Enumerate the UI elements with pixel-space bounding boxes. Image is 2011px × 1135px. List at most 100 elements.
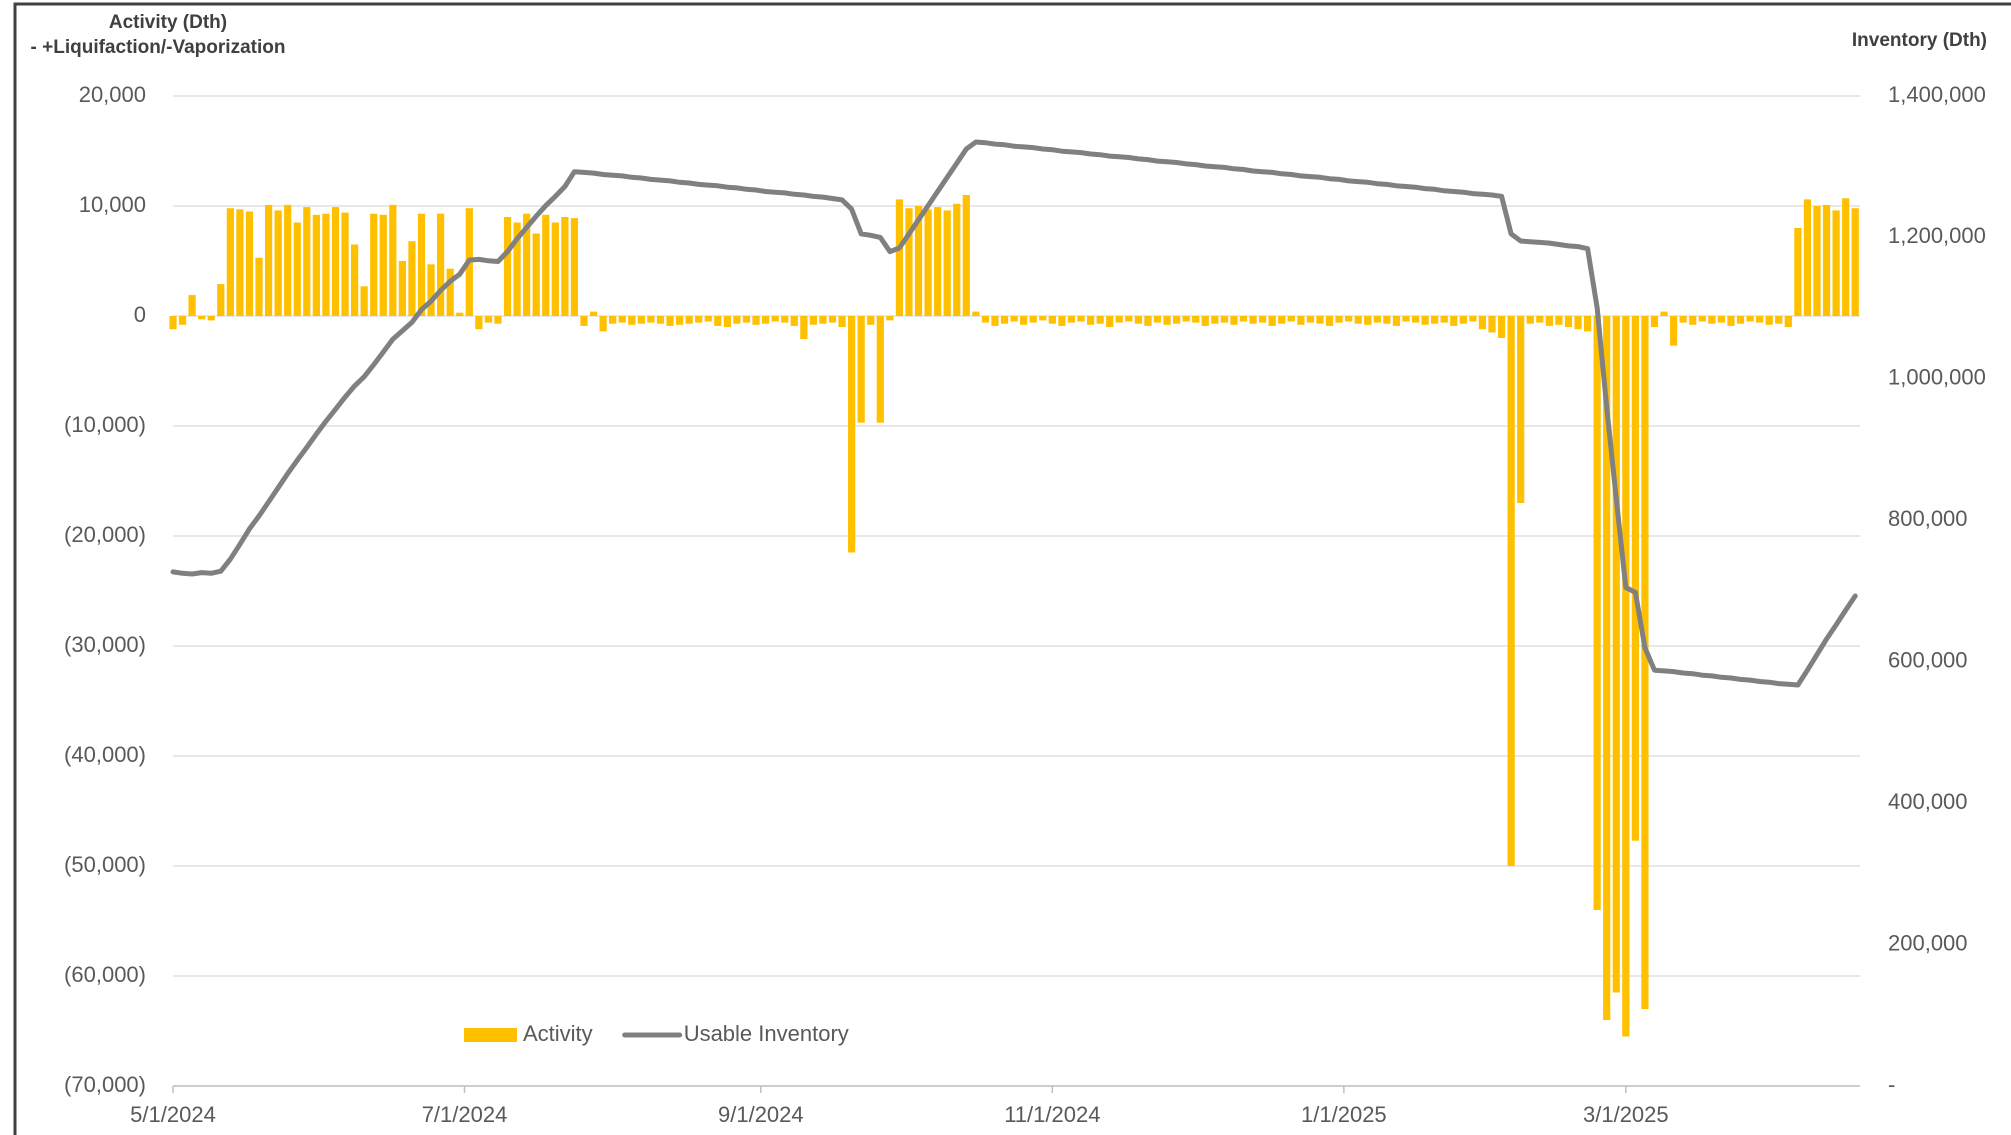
bar [1431,316,1439,324]
bar [695,316,703,323]
bar [991,316,999,326]
bar [1497,316,1506,338]
x-tick-label: 5/1/2024 [130,1102,216,1127]
bar [1163,316,1171,325]
bar [1459,316,1467,324]
y-tick-label: (40,000) [64,742,146,767]
bar [1794,228,1802,316]
bar [341,212,349,316]
bar [1736,316,1745,324]
legend-label: Usable Inventory [684,1021,849,1046]
y-tick-label: (20,000) [64,522,146,547]
frame [13,2,2011,1135]
bar [551,222,559,316]
bar [188,295,196,316]
bar [570,218,579,316]
bar [1153,316,1162,323]
bar [1698,316,1706,322]
bar [1335,316,1343,323]
bar [1115,316,1123,323]
bar [1325,316,1334,326]
bar [809,316,817,325]
bar [790,316,798,326]
bar [398,261,406,316]
bar [1364,316,1372,325]
bar [360,286,368,316]
bar [1650,316,1659,327]
bar [1803,199,1812,316]
bar [1239,316,1248,322]
bar [417,213,426,316]
bar [762,316,770,324]
y2-tick-label: - [1888,1072,1895,1097]
bar [1631,316,1639,841]
bar [599,316,607,332]
bar [1383,316,1391,324]
bar [1029,316,1037,323]
bar [303,207,311,316]
bar [914,206,923,316]
bar [1421,316,1429,325]
y-tick-label: 20,000 [79,82,146,107]
bar [513,222,521,316]
bar [618,316,626,323]
y2-tick-label: 600,000 [1888,648,1968,673]
bar [1192,316,1200,323]
bar [1813,206,1821,316]
bar [312,214,320,316]
bar [1478,316,1487,330]
bar [819,316,827,324]
bar [666,316,674,326]
bar [1756,316,1764,323]
bar [1278,316,1286,324]
x-tick-label: 3/1/2025 [1583,1102,1669,1127]
y2-tick-label: 800,000 [1888,506,1968,531]
bar [1746,316,1754,322]
y-axis-title: Activity (Dth) [109,12,227,33]
y2-tick-label: 1,400,000 [1888,82,1986,107]
plot-area [169,139,1859,1037]
bar [857,316,865,423]
y-tick-label: (30,000) [64,632,146,657]
bar [1268,316,1276,326]
y2-tick-label: 400,000 [1888,789,1968,814]
bar [675,316,684,325]
bar [1249,316,1257,324]
bar [1851,208,1859,316]
bar [322,213,330,316]
x-tick-label: 1/1/2025 [1301,1102,1387,1127]
y2-tick-label: 200,000 [1888,930,1968,955]
bar [226,208,234,316]
y-tick-label: (50,000) [64,852,146,877]
y-tick-label: (10,000) [64,412,146,437]
bar [1440,316,1448,323]
bar [494,316,502,324]
bar [886,316,894,321]
bar [284,204,292,316]
bar [475,316,483,330]
bar [1106,316,1114,327]
bar [255,257,263,316]
bar [628,316,636,325]
bar [742,316,751,323]
bar [1612,316,1620,993]
bar [1211,316,1219,324]
bar [1536,316,1544,323]
x-tick-label: 7/1/2024 [422,1102,508,1127]
legend-swatch [464,1028,517,1042]
bar [589,311,598,316]
bar [264,204,273,316]
y2-axis-title: Inventory (Dth) [1852,30,1987,51]
bar [1259,316,1267,323]
bar [427,264,435,316]
bar [752,316,760,325]
bar [771,316,779,322]
bar [962,195,970,316]
bar [1230,316,1238,325]
bar [1020,316,1028,325]
bar [781,316,789,323]
bar [1373,316,1381,323]
bar [895,199,904,316]
